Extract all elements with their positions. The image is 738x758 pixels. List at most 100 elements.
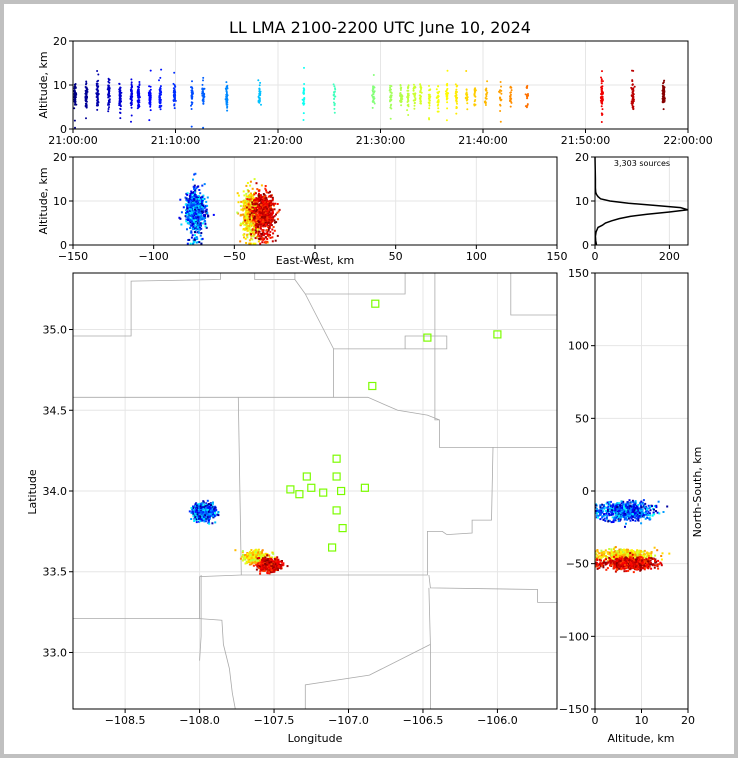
source-point (269, 217, 272, 220)
source-point (195, 237, 198, 240)
source-point (631, 79, 634, 82)
source-point (195, 236, 198, 239)
source-point (419, 97, 422, 100)
source-point (226, 84, 229, 87)
source-point (250, 242, 253, 245)
source-point (259, 226, 262, 228)
source-point (119, 99, 122, 102)
source-point (261, 241, 264, 244)
source-point (213, 512, 216, 515)
source-point (499, 81, 502, 83)
source-point (248, 233, 251, 236)
source-point (270, 208, 273, 211)
source-point (256, 552, 259, 555)
source-point (276, 211, 279, 214)
source-point (205, 210, 208, 213)
source-point (174, 85, 177, 88)
source-point (173, 84, 176, 86)
source-point (158, 79, 160, 82)
source-point (268, 554, 271, 557)
source-point (185, 215, 188, 218)
source-point (510, 91, 512, 94)
source-point (254, 224, 257, 227)
source-point (253, 178, 256, 181)
source-point (201, 87, 204, 90)
source-point (198, 203, 201, 206)
source-point (74, 86, 77, 89)
source-point (200, 216, 203, 219)
source-point (254, 551, 257, 553)
source-point (199, 520, 202, 523)
east-west-x-tick-label: −50 (223, 250, 246, 263)
source-point (194, 512, 197, 515)
source-point (259, 90, 262, 93)
source-point (194, 234, 196, 237)
source-point (466, 108, 469, 111)
source-point (85, 106, 88, 109)
source-point (257, 213, 260, 216)
source-point (406, 92, 409, 95)
source-point (216, 513, 219, 516)
source-point (413, 104, 416, 107)
source-point (203, 213, 206, 216)
source-point (247, 203, 250, 206)
source-point (199, 215, 202, 218)
source-point (269, 200, 271, 203)
source-point (600, 88, 603, 90)
source-point (268, 225, 271, 228)
source-point (217, 514, 220, 517)
histogram-line (594, 156, 689, 246)
source-point (95, 93, 98, 96)
source-point (262, 217, 265, 220)
source-point (631, 106, 634, 109)
source-point (260, 212, 263, 215)
source-point (428, 102, 431, 105)
source-point (252, 561, 255, 564)
source-point (249, 210, 252, 212)
source-point (96, 102, 99, 105)
source-point (510, 97, 513, 100)
source-point (272, 570, 275, 573)
source-point (172, 91, 175, 94)
source-point (249, 552, 252, 555)
source-point (262, 237, 265, 240)
source-point (525, 106, 528, 109)
source-point (198, 212, 201, 215)
source-point (268, 227, 270, 229)
source-point (274, 239, 277, 242)
source-point (499, 120, 502, 123)
source-point (211, 522, 214, 525)
source-point (244, 554, 247, 556)
source-point (269, 212, 272, 215)
source-point (274, 202, 277, 205)
source-point (190, 199, 193, 202)
source-point (118, 83, 121, 85)
source-point (201, 92, 204, 95)
source-point (225, 81, 228, 84)
source-point (251, 206, 254, 209)
source-point (255, 552, 258, 555)
source-point (258, 92, 261, 95)
source-point (119, 86, 122, 89)
source-point (473, 100, 476, 103)
source-point (199, 512, 202, 515)
source-point (202, 76, 205, 79)
source-point (445, 119, 448, 122)
source-point (264, 187, 267, 190)
source-point (265, 198, 268, 201)
source-point (194, 516, 197, 519)
source-point (271, 211, 274, 213)
source-point (266, 200, 269, 202)
source-point (499, 98, 502, 101)
source-point (190, 212, 193, 215)
source-point (390, 107, 393, 110)
source-point (195, 502, 198, 505)
source-point (455, 112, 458, 115)
source-point (262, 202, 265, 205)
source-point (189, 221, 192, 224)
source-point (268, 211, 271, 214)
source-point (242, 228, 245, 230)
source-point (202, 102, 205, 105)
source-point (190, 96, 193, 99)
